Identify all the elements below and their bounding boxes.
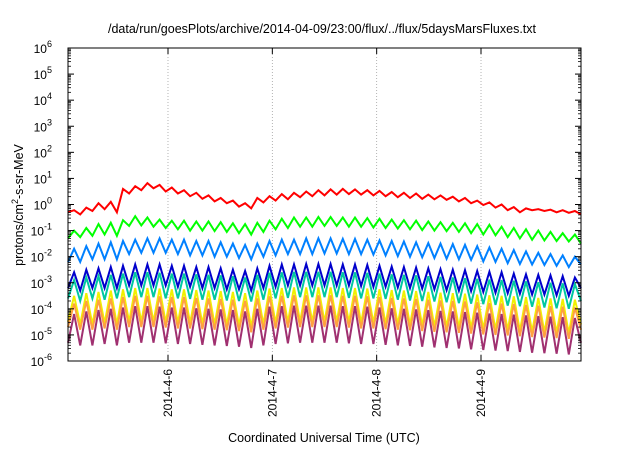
x-tick-label: 2014-4-6: [161, 369, 175, 417]
series-line: [67, 181, 582, 216]
series-line: [67, 305, 582, 355]
y-axis-label-post: -s-sr-MeV: [12, 143, 26, 199]
grid: [167, 48, 482, 361]
y-tick-label: 10-5: [31, 326, 52, 343]
y-tick-label: 104: [34, 91, 52, 108]
x-axis-label: Coordinated Universal Time (UTC): [228, 431, 420, 445]
y-tick-label: 102: [34, 143, 52, 160]
y-tick-label: 10-1: [31, 222, 52, 239]
y-tick-label: 100: [34, 196, 52, 213]
series-line: [67, 235, 582, 270]
y-axis-label-pre: protons/cm: [12, 204, 26, 266]
y-tick-label: 105: [34, 65, 52, 82]
x-tick-label: 2014-4-8: [370, 369, 384, 417]
y-axis-label: protons/cm2-s-sr-MeV: [10, 143, 26, 265]
x-axis: 2014-4-6 2014-4-7 2014-4-8 2014-4-9: [161, 48, 488, 417]
y-axis-label-sup: 2: [10, 199, 20, 204]
y-tick-label: 101: [34, 169, 52, 186]
chart-title: /data/run/goesPlots/archive/2014-04-09/2…: [108, 22, 537, 36]
series-layer: [67, 181, 582, 355]
y-axis: 10-6 10-5 10-4 10-3 10-2 10-1 100 101 102 103 104 1…: [31, 39, 581, 369]
series-line: [67, 214, 582, 245]
y-tick-label: 10-6: [31, 352, 52, 369]
y-tick-label: 10-2: [31, 248, 52, 265]
y-tick-label: 10-3: [31, 274, 52, 291]
y-tick-label: 10-4: [31, 300, 52, 317]
y-tick-label: 103: [34, 117, 52, 134]
y-tick-label: 106: [34, 39, 52, 56]
x-tick-label: 2014-4-7: [265, 369, 279, 417]
series-line: [67, 295, 582, 339]
series-line: [67, 260, 582, 300]
x-tick-label: 2014-4-9: [474, 369, 488, 417]
series-line: [67, 271, 582, 310]
